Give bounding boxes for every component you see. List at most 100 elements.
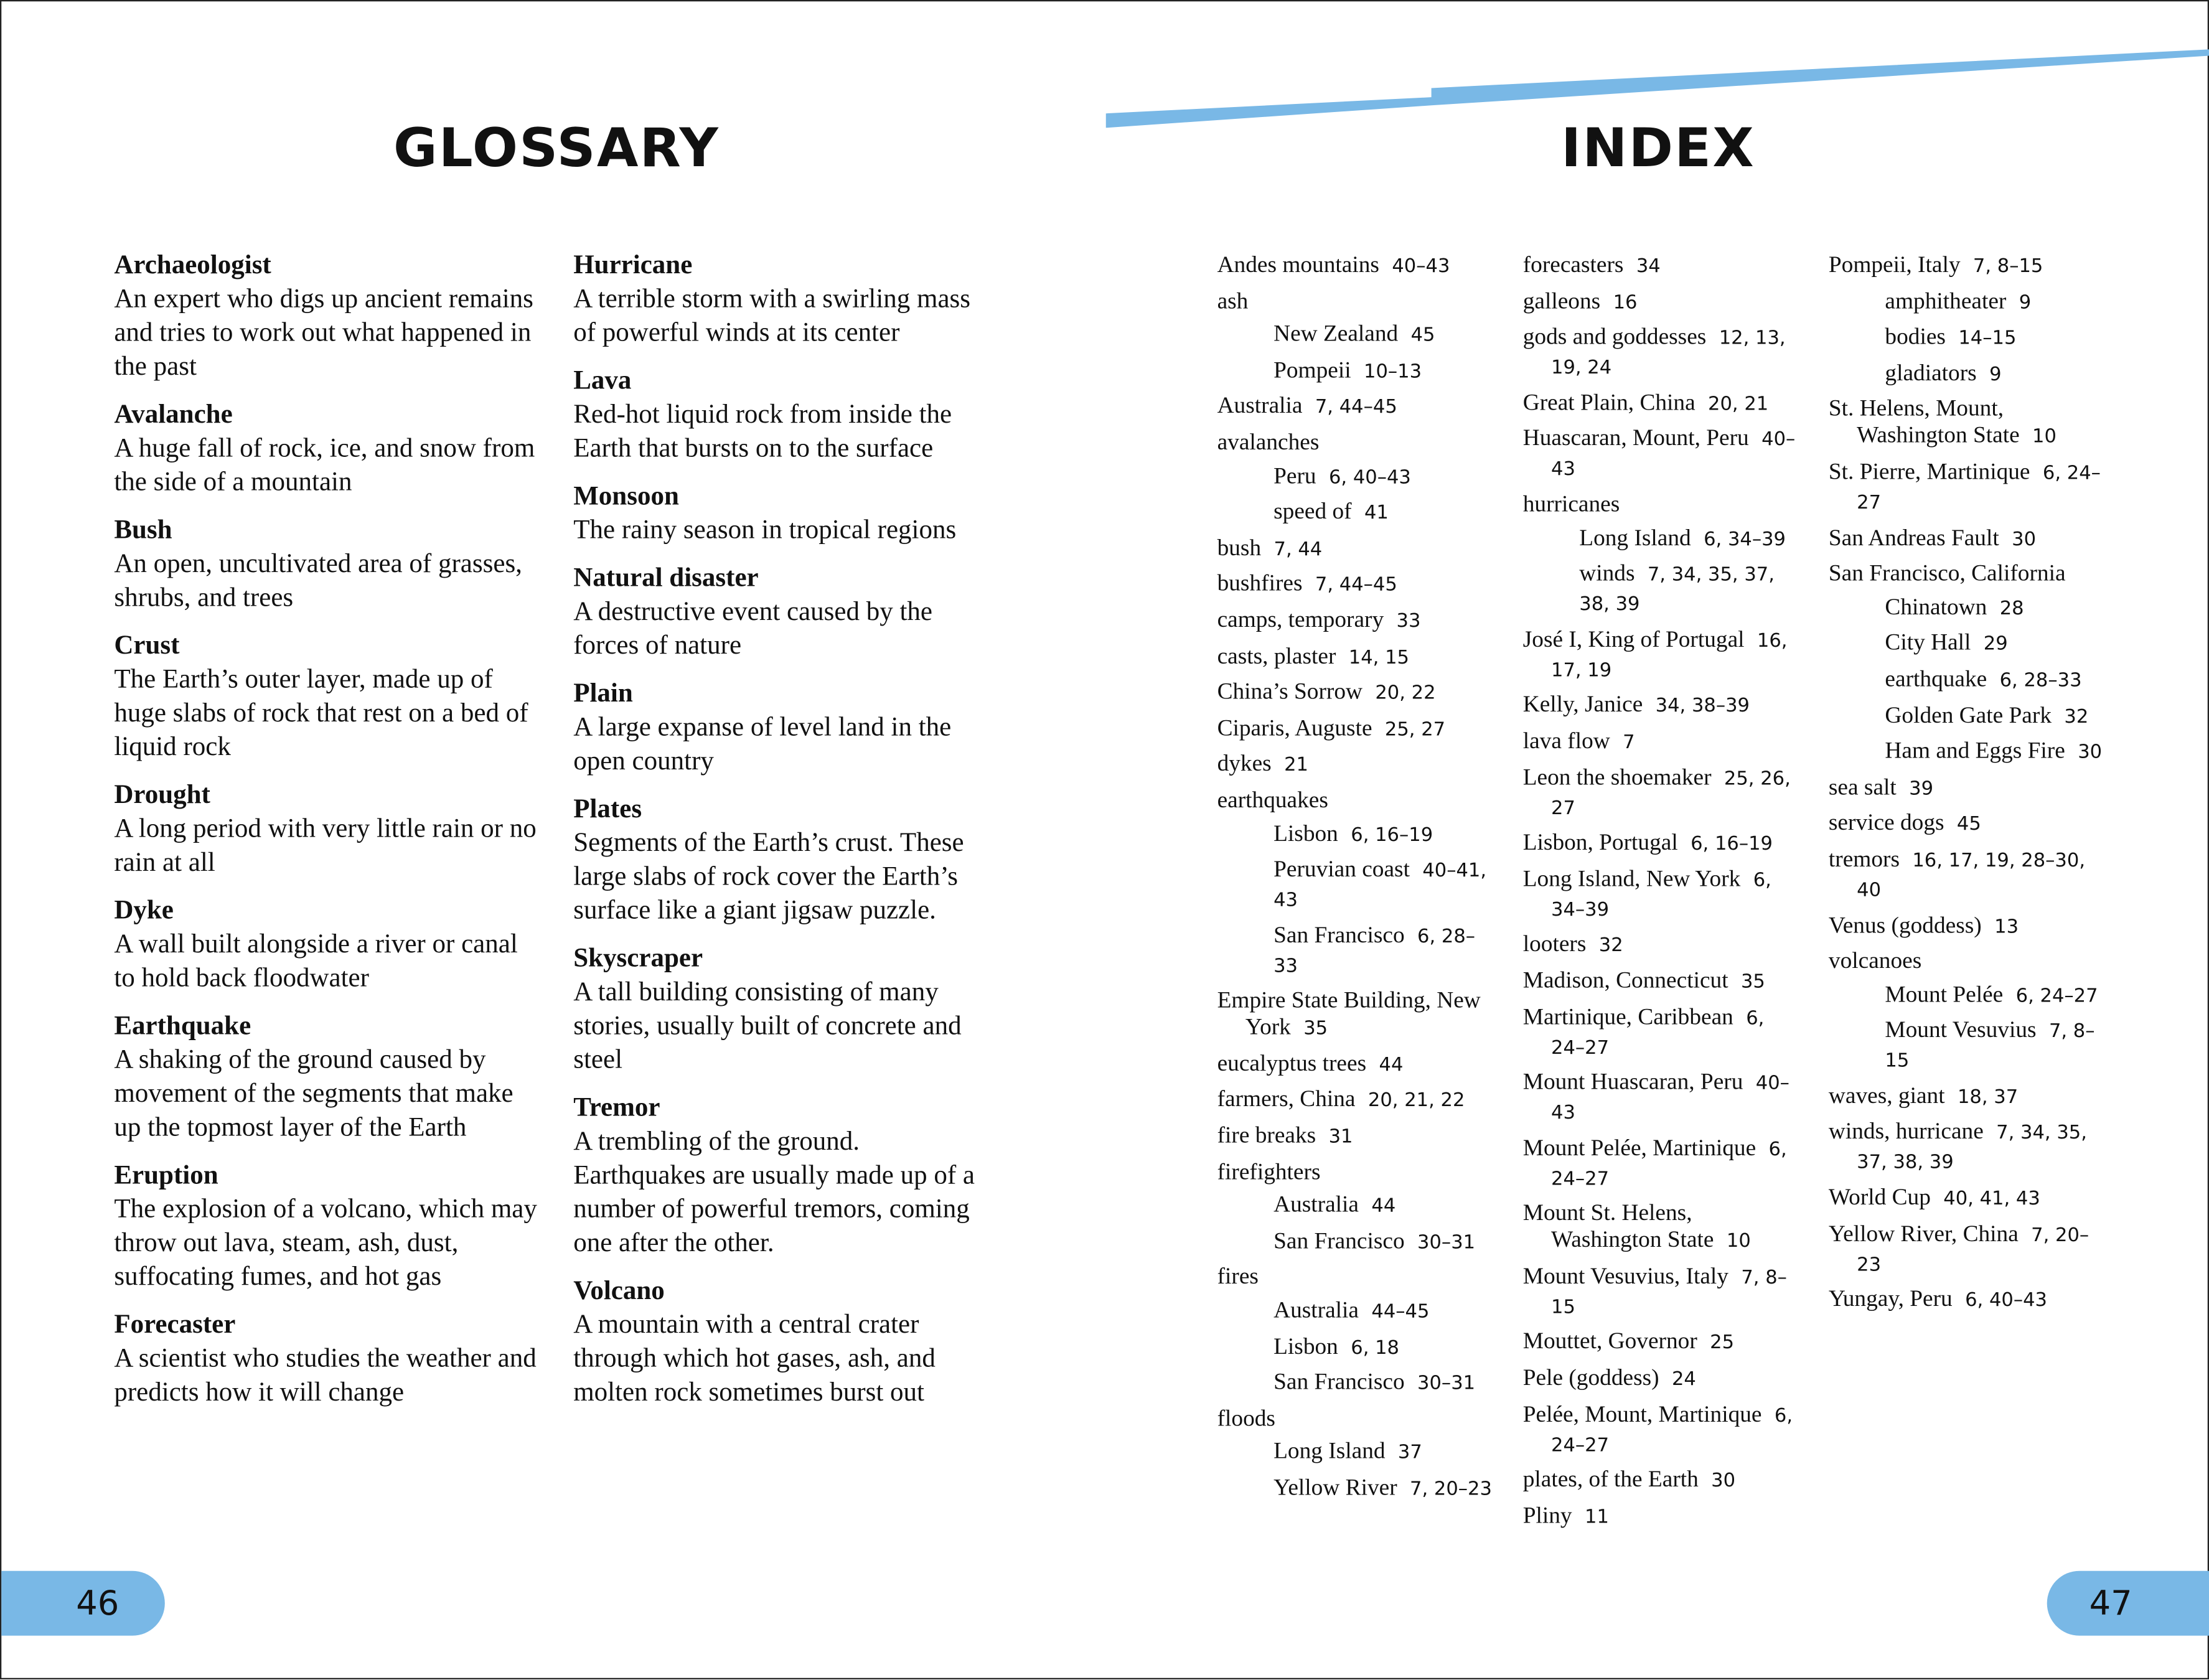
index-pages: 40–41, 43 [1273,859,1487,912]
index-subentry: Lisbon 6, 18 [1217,1332,1499,1362]
index-pages: 30 [2078,741,2103,764]
glossary-term: Dyke [114,896,174,926]
index-entry: Madison, Connecticut 35 [1523,966,1802,996]
index-term: eucalyptus trees [1217,1049,1367,1076]
index-term: gladiators [1885,359,1977,386]
index-pages: 14, 15 [1348,645,1410,669]
index-entry: volcanoes [1829,947,2111,974]
index-term: Andes mountains [1217,250,1379,278]
page-number-right: 47 [2047,1570,2209,1636]
index-entry: sea salt 39 [1829,773,2111,803]
index-pages: 25, 26, 27 [1551,767,1791,820]
index-term: service dogs [1828,809,1944,836]
index-pages: 20, 22 [1375,682,1436,705]
index-entry: bush 7, 44 [1217,533,1499,563]
index-pages: 6, 24–27 [1551,1404,1793,1457]
glossary-entry: Lava Red-hot liquid rock from inside the … [573,365,996,466]
index-pages: 6, 18 [1351,1336,1400,1359]
index-term: Leon the shoemaker [1522,763,1712,790]
index-term: hurricanes [1522,490,1620,517]
index-entry: Yungay, Peru 6, 40–43 [1829,1285,2111,1315]
index-pages: 6, 24–27 [1551,1007,1765,1059]
glossary-entry: Tremor A trembling of the ground. Earthqu… [573,1092,996,1261]
index-term: Pele (goddess) [1522,1364,1659,1391]
index-entry: Martinique, Caribbean 6, 24–27 [1523,1002,1802,1061]
index-entry: firefighters [1217,1158,1499,1185]
index-term: lava flow [1522,726,1610,754]
glossary-term: Avalanche [114,400,233,430]
index-term: Empire State Building, New York [1217,987,1481,1041]
glossary-definition: A large expanse of level land in the ope… [573,713,952,777]
glossary-entry: Crust The Earth’s outer layer, made up of… [114,630,543,765]
glossary-column-1: Archaeologist An expert who digs up ancie… [114,250,543,1425]
index-term: sea salt [1828,772,1897,800]
index-pages: 7, 44–45 [1315,573,1397,597]
glossary-entry: Forecaster A scientist who studies the we… [114,1309,543,1410]
glossary-term: Archaeologist [114,250,271,281]
index-term: New Zealand [1273,320,1399,347]
index-entry: Pelée, Mount, Martinique 6, 24–27 [1523,1400,1802,1459]
index-pages: 6, 24–27 [2015,984,2098,1007]
index-pages: 45 [1410,324,1435,347]
index-subentry: gladiators 9 [1829,359,2111,389]
index-title: INDEX [1561,116,1755,179]
glossary-term: Plain [573,678,633,709]
index-term: San Francisco [1273,921,1405,948]
index-entry: bushfires 7, 44–45 [1217,570,1499,599]
glossary-entry: Dyke A wall built alongside a river or ca… [114,894,543,996]
index-subentry: Ham and Eggs Fire 30 [1829,737,2111,767]
index-term: Mount St. Helens, Washington State [1522,1199,1714,1253]
index-subentry: San Francisco 6, 28–33 [1217,921,1499,980]
index-entry: waves, giant 18, 37 [1829,1082,2111,1112]
index-subentry: New Zealand 45 [1217,320,1499,350]
index-term: avalanches [1217,428,1320,456]
index-term: earthquakes [1217,786,1328,813]
index-entry: eucalyptus trees 44 [1217,1049,1499,1079]
index-pages: 16, 17, 19 [1551,629,1788,682]
index-entry: Mount Huascaran, Peru 40–43 [1523,1068,1802,1127]
glossary-definition: A destructive event caused by the forces… [573,597,933,661]
index-term: tremors [1828,845,1900,872]
glossary-definition: The explosion of a volcano, which may th… [114,1194,537,1292]
glossary-column-2: Hurricane A terrible storm with a swirlin… [573,250,996,1425]
page-number-left: 46 [1,1570,165,1636]
index-pages: 24 [1671,1368,1696,1391]
index-term: Long Island [1579,523,1691,550]
index-pages: 6, 24–27 [1551,1138,1787,1190]
index-term: gods and goddesses [1522,322,1707,350]
index-column-3: Pompeii, Italy 7, 8–15 amphitheater 9 bodies… [1829,251,2111,1321]
index-pages: 7, 8–15 [1551,1266,1787,1319]
page-number-left-text: 46 [76,1584,120,1623]
index-term: Great Plain, China [1522,388,1695,416]
glossary-term: Volcano [573,1276,665,1307]
index-entry: San Francisco, California [1829,560,2111,586]
index-term: Yellow River [1273,1473,1397,1501]
index-pages: 33 [1396,609,1421,633]
index-term: fires [1217,1262,1259,1290]
glossary-definition: Segments of the Earth’s crust. These lar… [573,828,964,926]
glossary-definition: Red-hot liquid rock from inside the Eart… [573,400,952,464]
index-term: casts, plaster [1217,642,1336,669]
index-pages: 7, 44 [1273,538,1323,561]
index-entry: floods [1217,1404,1499,1431]
index-term: San Andreas Fault [1828,523,1999,550]
index-term: Golden Gate Park [1885,701,2052,728]
index-subentry: San Francisco 30–31 [1217,1227,1499,1257]
glossary-definition: A scientist who studies the weather and … [114,1344,537,1408]
index-pages: 28 [1999,597,2024,620]
index-term: St. Pierre, Martinique [1828,458,2030,485]
index-term: San Francisco [1273,1227,1405,1254]
glossary-term: Earthquake [114,1011,251,1041]
index-term: Australia [1217,392,1303,420]
index-term: Australia [1273,1296,1359,1323]
index-pages: 14–15 [1958,327,2017,350]
glossary-entry: Drought A long period with very little ra… [114,779,543,881]
index-entry: Mount St. Helens, Washington State 10 [1523,1199,1802,1256]
index-term: winds [1579,559,1635,586]
index-term: Pompeii, Italy [1828,250,1961,278]
glossary-definition: A wall built alongside a river or canal … [114,929,518,993]
index-pages: 34, 38–39 [1655,695,1750,718]
index-entry: galleons 16 [1523,287,1802,317]
glossary-definition: A huge fall of rock, ice, and snow from … [114,434,535,497]
